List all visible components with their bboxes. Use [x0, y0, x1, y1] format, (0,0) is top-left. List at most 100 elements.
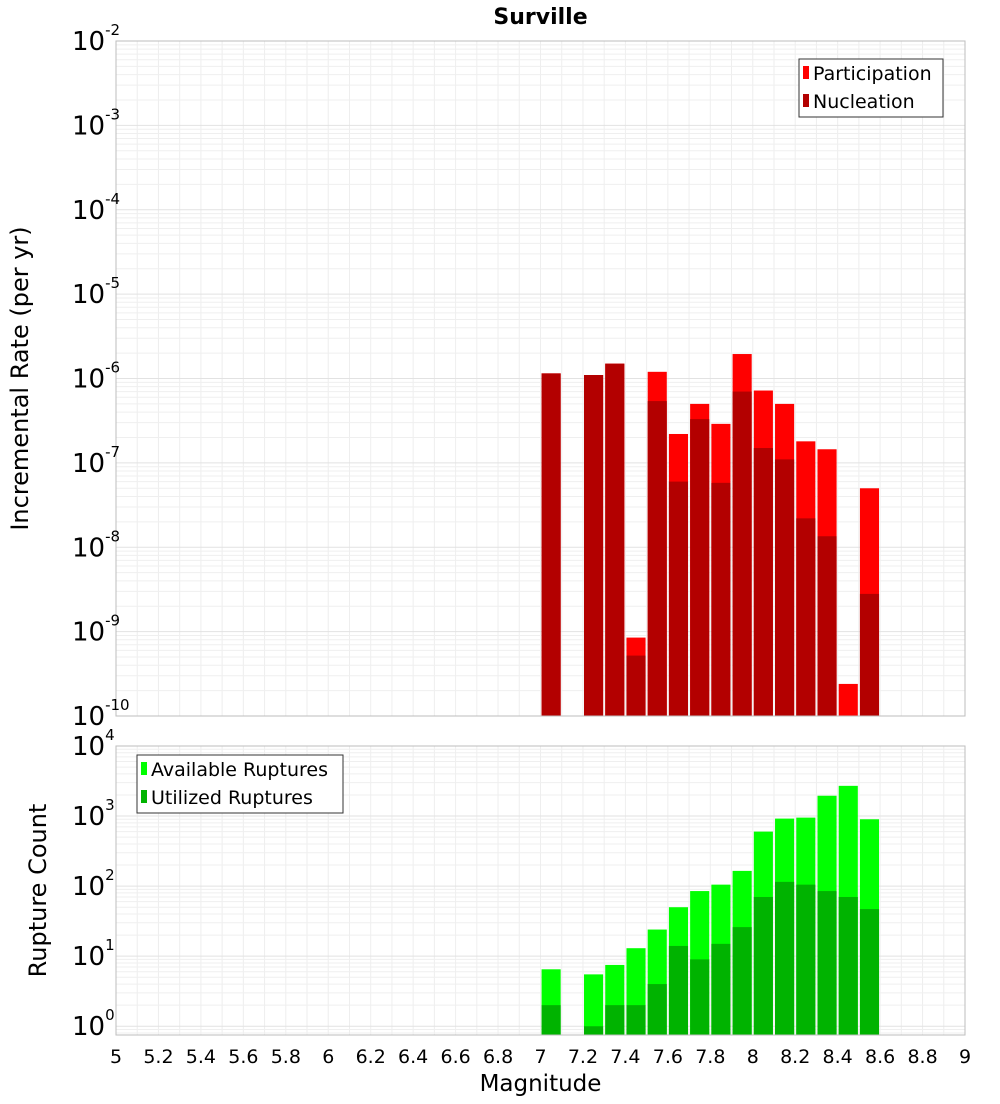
legend-label: Available Ruptures — [151, 759, 328, 781]
x-tick-label: 6 — [322, 1046, 334, 1068]
bar — [753, 896, 773, 1035]
bar — [753, 448, 773, 716]
bar — [647, 984, 667, 1035]
y-tick-label: 10-9 — [72, 612, 120, 648]
bar — [711, 482, 731, 716]
y-tick-base: 10 — [72, 802, 105, 832]
bar — [626, 655, 646, 716]
legend-swatch — [141, 790, 147, 803]
bar — [711, 943, 731, 1035]
y-tick-base: 10 — [72, 196, 105, 226]
y-tick-exponent: 1 — [105, 936, 115, 954]
legend-box — [798, 58, 944, 118]
bar — [775, 881, 795, 1035]
bar — [626, 1005, 646, 1035]
x-tick-label: 5 — [110, 1046, 122, 1068]
bar — [796, 884, 816, 1035]
y-tick-label: 10-3 — [72, 105, 120, 141]
legend: Participation Nucleation — [798, 58, 944, 118]
y-tick-base: 10 — [72, 872, 105, 902]
y-tick-base: 10 — [72, 618, 105, 648]
y-tick-base: 10 — [72, 1012, 105, 1042]
bar — [732, 391, 752, 716]
y-tick-exponent: -5 — [105, 274, 120, 292]
bar — [668, 481, 689, 716]
legend-swatch — [803, 94, 809, 107]
legend-label: Nucleation — [813, 91, 915, 113]
y-tick-exponent: -7 — [105, 443, 120, 461]
y-tick-exponent: -9 — [105, 612, 120, 630]
y-tick-exponent: -8 — [105, 527, 120, 545]
bar — [584, 1026, 604, 1035]
x-tick-label: 8.2 — [780, 1046, 810, 1068]
y-tick-exponent: 0 — [105, 1006, 115, 1024]
y-tick-exponent: 4 — [105, 726, 115, 744]
x-tick-label: 5.6 — [228, 1046, 258, 1068]
legend-label: Participation — [813, 63, 932, 85]
y-tick-base: 10 — [72, 27, 105, 57]
x-tick-label: 8.4 — [823, 1046, 853, 1068]
bar — [541, 1005, 561, 1035]
bar — [859, 593, 880, 716]
legend-label: Utilized Ruptures — [151, 787, 313, 809]
y-tick-exponent: -10 — [105, 696, 130, 714]
legend-swatch — [141, 762, 147, 775]
y-tick-base: 10 — [72, 732, 105, 762]
y-tick-label: 10-4 — [72, 190, 120, 226]
y-tick-label: 100 — [72, 1006, 115, 1042]
x-axis-label: Magnitude — [480, 1071, 602, 1097]
bar — [541, 373, 561, 716]
x-tick-label: 5.4 — [186, 1046, 216, 1068]
bar — [605, 1005, 625, 1035]
x-tick-label: 9 — [959, 1046, 971, 1068]
bar — [838, 683, 858, 716]
x-tick-label: 7.8 — [695, 1046, 725, 1068]
x-tick-label: 6.2 — [356, 1046, 386, 1068]
legend: Available Ruptures Utilized Ruptures — [136, 754, 344, 814]
y-tick-label: 10-5 — [72, 274, 120, 310]
y-tick-base: 10 — [72, 942, 105, 972]
bar — [584, 974, 604, 1035]
y-tick-base: 10 — [72, 449, 105, 479]
bar — [647, 401, 667, 716]
y-tick-exponent: -3 — [105, 105, 120, 123]
x-tick-label: 8.6 — [865, 1046, 895, 1068]
series-utilized-ruptures — [541, 881, 880, 1035]
y-tick-label: 101 — [72, 936, 115, 972]
plot-frame — [115, 745, 966, 1036]
bar — [838, 896, 858, 1035]
bar — [859, 909, 880, 1035]
x-tick-label: 6.8 — [483, 1046, 513, 1068]
series-nucleation — [541, 363, 880, 716]
legend-box — [136, 754, 344, 814]
y-tick-exponent: -6 — [105, 359, 120, 377]
y-tick-base: 10 — [72, 111, 105, 141]
x-tick-label: 6.6 — [440, 1046, 470, 1068]
y-tick-label: 10-10 — [72, 696, 130, 732]
x-tick-label: 5.2 — [143, 1046, 173, 1068]
plot-frame — [115, 40, 966, 717]
y-tick-label: 10-6 — [72, 359, 120, 395]
y-tick-base: 10 — [72, 280, 105, 310]
y-axis-label: Rupture Count — [24, 804, 52, 978]
y-tick-label: 104 — [72, 726, 115, 762]
bar — [817, 536, 837, 716]
bar — [775, 459, 795, 716]
y-axis-label: Incremental Rate (per yr) — [6, 226, 34, 530]
y-tick-label: 10-8 — [72, 527, 120, 563]
legend-swatch — [803, 66, 809, 79]
chart-title: Surville — [493, 5, 587, 30]
x-tick-label: 8.8 — [907, 1046, 937, 1068]
bar — [690, 419, 710, 716]
x-tick-label: 7.4 — [610, 1046, 640, 1068]
bar — [690, 959, 710, 1035]
chart-panel-0: 10-1010-910-810-710-610-510-410-310-2Inc… — [6, 5, 966, 732]
x-tick-label: 6.4 — [398, 1046, 428, 1068]
bar — [732, 927, 752, 1035]
y-tick-exponent: 2 — [105, 866, 115, 884]
x-tick-label: 8 — [747, 1046, 759, 1068]
